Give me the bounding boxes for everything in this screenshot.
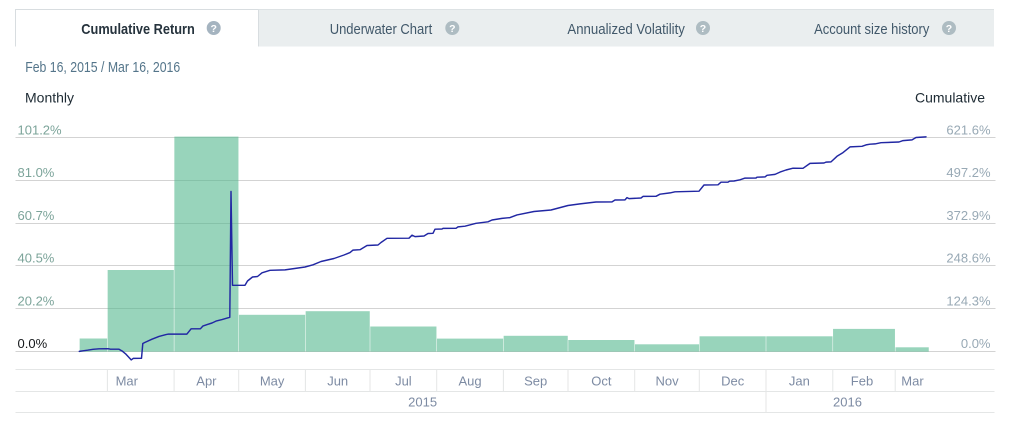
svg-text:?: ? <box>700 23 706 35</box>
svg-text:0.0%: 0.0% <box>18 336 48 351</box>
svg-text:2015: 2015 <box>408 395 437 410</box>
svg-text:Monthly: Monthly <box>25 90 74 106</box>
svg-text:Apr: Apr <box>196 374 217 389</box>
svg-text:Jan: Jan <box>789 374 810 389</box>
svg-text:Jul: Jul <box>395 374 412 389</box>
svg-text:40.5%: 40.5% <box>18 251 55 266</box>
svg-text:Oct: Oct <box>591 374 612 389</box>
svg-text:Account size history: Account size history <box>814 21 930 38</box>
svg-text:?: ? <box>946 23 952 35</box>
svg-text:Mar: Mar <box>901 374 924 389</box>
svg-text:Mar: Mar <box>116 374 139 389</box>
svg-text:124.3%: 124.3% <box>946 294 991 309</box>
svg-text:Feb: Feb <box>851 374 873 389</box>
svg-text:Cumulative: Cumulative <box>915 90 985 106</box>
svg-text:Nov: Nov <box>656 374 680 389</box>
svg-text:Sep: Sep <box>524 374 547 389</box>
svg-text:Aug: Aug <box>459 374 482 389</box>
svg-text:Dec: Dec <box>721 374 745 389</box>
svg-text:0.0%: 0.0% <box>961 336 991 351</box>
svg-text:372.9%: 372.9% <box>946 208 991 223</box>
svg-text:Cumulative Return: Cumulative Return <box>81 21 195 38</box>
svg-text:Feb 16, 2015 / Mar 16, 2016: Feb 16, 2015 / Mar 16, 2016 <box>25 59 180 76</box>
svg-text:248.6%: 248.6% <box>946 251 991 266</box>
svg-text:497.2%: 497.2% <box>946 165 991 180</box>
svg-text:60.7%: 60.7% <box>18 208 55 223</box>
svg-text:101.2%: 101.2% <box>18 122 63 137</box>
svg-text:81.0%: 81.0% <box>18 165 55 180</box>
svg-text:May: May <box>260 374 285 389</box>
svg-text:?: ? <box>210 23 216 35</box>
svg-text:Underwater Chart: Underwater Chart <box>330 21 433 38</box>
svg-text:20.2%: 20.2% <box>18 294 55 309</box>
svg-text:?: ? <box>449 23 455 35</box>
svg-text:2016: 2016 <box>833 395 862 410</box>
svg-text:621.6%: 621.6% <box>946 122 991 137</box>
svg-text:Annualized Volatility: Annualized Volatility <box>567 21 685 38</box>
svg-text:Jun: Jun <box>327 374 348 389</box>
